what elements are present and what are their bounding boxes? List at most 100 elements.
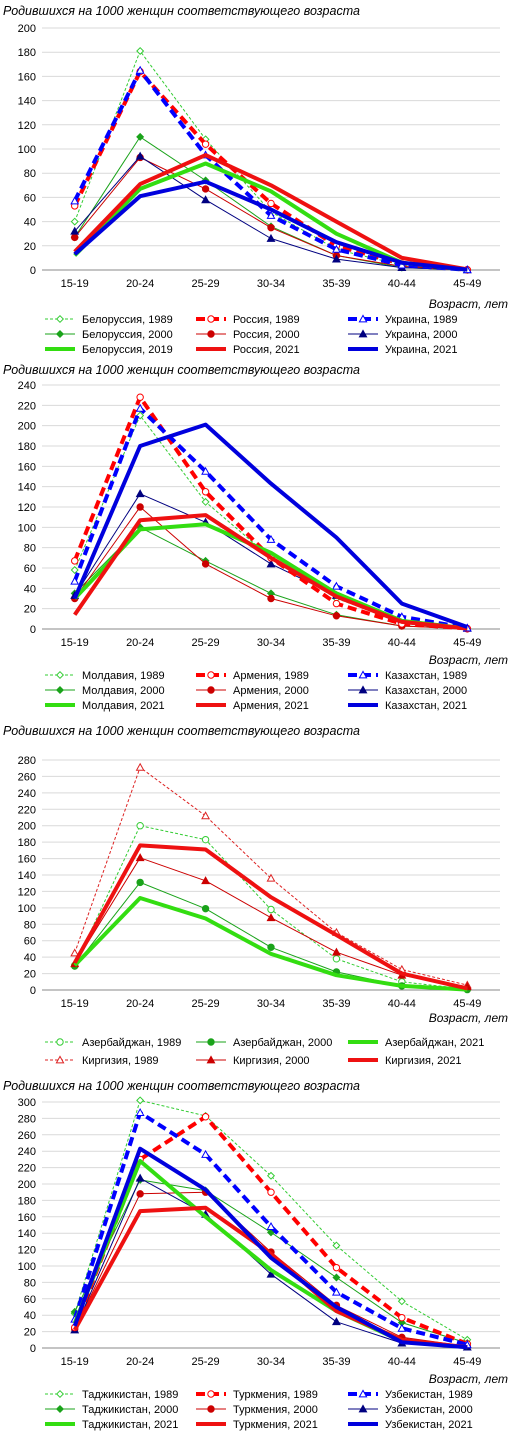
legend-item: Украина, 2000 [348,329,457,341]
data-point [201,466,211,475]
chart-title: Родившихся на 1000 женщин соответствующе… [3,1079,360,1093]
legend-item: Молдавия, 2000 [45,685,165,697]
legend-label: Украина, 1989 [385,314,457,326]
series-8 [72,1205,468,1350]
y-tick-label: 140 [18,870,36,882]
data-point [136,46,145,55]
legend-marker [207,686,215,694]
y-tick-label: 60 [24,563,36,575]
legend-item: Украина, 1989 [348,314,457,326]
data-point [331,1317,341,1326]
y-tick-label: 200 [18,821,36,833]
x-tick-label: 45-49 [453,278,481,290]
y-tick-label: 180 [18,441,36,453]
data-point [332,599,341,608]
legend-label: Молдавия, 2000 [82,685,165,697]
y-tick-label: 160 [18,1212,36,1224]
data-point [70,196,80,205]
y-tick-label: 0 [30,624,36,636]
y-tick-label: 80 [24,919,36,931]
data-point [136,1190,144,1198]
data-point [331,581,341,590]
y-tick-label: 200 [18,1179,36,1191]
y-tick-label: 20 [24,241,36,253]
legend-marker [207,330,215,338]
data-point [201,195,211,204]
series-8 [73,153,468,272]
legend-label: Украина, 2021 [385,344,457,356]
x-tick-label: 20-24 [126,998,154,1010]
legend-marker [358,329,368,338]
chart-panel-3: Родившихся на 1000 женщин соответствующе… [3,724,508,1067]
y-tick-label: 140 [18,1228,36,1240]
data-point [135,151,145,160]
legend-label: Таджикистан, 2000 [82,1404,178,1416]
series-line [72,1146,468,1350]
y-tick-label: 40 [24,583,36,595]
y-tick-label: 80 [24,543,36,555]
y-tick-label: 160 [18,71,36,83]
data-point [266,913,276,922]
data-point [332,1241,341,1250]
legend-item: Белоруссия, 2019 [45,344,173,356]
y-tick-label: 0 [30,985,36,997]
legend-marker [56,1038,64,1046]
data-point [201,876,211,885]
chart-title: Родившихся на 1000 женщин соответствующе… [3,363,360,377]
legend-marker [358,670,368,679]
legend-label: Киргизия, 2000 [233,1055,310,1067]
data-point [267,943,275,951]
data-point [71,233,79,242]
legend-label: Узбекистан, 1989 [385,1389,473,1401]
y-tick-label: 100 [18,522,36,534]
data-point [266,534,276,543]
legend-label: Молдавия, 1989 [82,670,165,682]
legend-marker [358,314,368,323]
data-point [201,140,210,148]
y-tick-label: 120 [18,1245,36,1257]
x-tick-label: 45-49 [453,998,481,1010]
y-tick-label: 240 [18,788,36,800]
legend-label: Россия, 2000 [233,329,300,341]
series-line [73,153,468,272]
data-point [135,403,145,412]
data-point [266,559,276,568]
x-tick-label: 30-34 [257,278,285,290]
data-point [201,497,210,506]
data-point [267,905,275,914]
data-point [398,1313,406,1322]
legend-marker [55,1404,65,1414]
legend-label: Казахстан, 2000 [385,685,467,697]
chart-title: Родившихся на 1000 женщин соответствующе… [3,724,360,738]
y-tick-label: 20 [24,1327,36,1339]
x-axis-label: Возраст, лет [429,297,508,311]
legend-marker [358,1389,368,1398]
legend-item: Таджикистан, 2000 [45,1404,178,1416]
legend-marker [358,685,368,694]
legend-label: Армения, 2000 [233,685,309,697]
legend-label: Молдавия, 2021 [82,700,165,712]
legend-marker [55,685,65,695]
y-tick-label: 40 [24,1310,36,1322]
data-point [135,1108,145,1117]
legend-item: Казахстан, 1989 [348,670,467,682]
y-tick-label: 220 [18,1163,36,1175]
y-tick-label: 40 [24,952,36,964]
data-point [332,612,341,620]
legend-item: Молдавия, 2021 [45,700,165,712]
x-tick-label: 35-39 [322,998,350,1010]
y-tick-label: 120 [18,502,36,514]
series-3 [70,65,472,274]
x-tick-label: 30-34 [257,637,285,649]
series-1 [70,1096,472,1344]
data-point [135,489,145,498]
legend-item: Азербайджан, 2021 [348,1037,484,1049]
series-8 [73,513,468,631]
legend-item: Армения, 1989 [196,670,309,682]
chart-title: Родившихся на 1000 женщин соответствующе… [3,4,360,18]
data-point [136,132,145,141]
data-point [136,878,144,887]
y-tick-label: 180 [18,837,36,849]
x-tick-label: 40-44 [388,998,416,1010]
x-tick-label: 25-29 [192,998,220,1010]
